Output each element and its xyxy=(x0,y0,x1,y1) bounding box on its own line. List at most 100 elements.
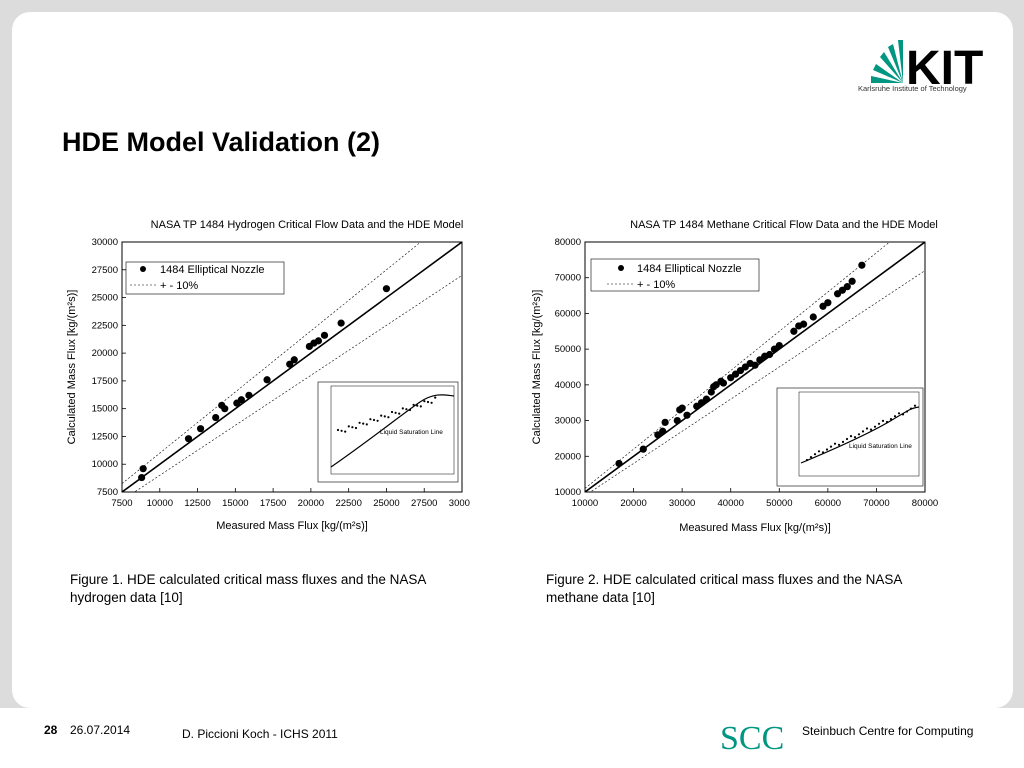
footer-org-name: Steinbuch Centre for Computing xyxy=(802,724,974,738)
inset-point xyxy=(877,422,881,425)
chart-title: NASA TP 1484 Methane Critical Flow Data … xyxy=(630,219,938,231)
inset-point xyxy=(430,401,433,404)
x-tick-label: 27500 xyxy=(411,498,437,509)
inset-point xyxy=(351,426,354,429)
inset-point xyxy=(344,430,347,433)
y-tick-label: 27500 xyxy=(92,265,118,276)
inset-point xyxy=(340,429,343,432)
inset-point xyxy=(845,437,849,441)
legend: 1484 Elliptical Nozzle + - 10% xyxy=(590,258,760,292)
plot-frame xyxy=(121,241,463,493)
data-point xyxy=(290,356,298,364)
data-point xyxy=(678,404,686,412)
footer xyxy=(0,708,1024,768)
legend-box xyxy=(590,258,760,292)
data-point xyxy=(139,465,147,473)
data-point xyxy=(775,341,783,350)
inset-point xyxy=(873,425,877,428)
data-point xyxy=(848,277,856,285)
inset-axes xyxy=(330,385,455,475)
inset-point xyxy=(365,423,368,426)
y-tick-label: 40000 xyxy=(555,380,581,391)
inset-point xyxy=(837,443,841,446)
inset-label: Liquid Saturation Line xyxy=(380,429,443,436)
x-tick-label: 70000 xyxy=(863,498,889,509)
y-tick-label: 22500 xyxy=(92,320,118,331)
figure-1-caption: Figure 1. HDE calculated critical mass f… xyxy=(70,572,426,605)
data-point xyxy=(858,261,866,269)
data-point xyxy=(196,425,205,433)
inset-point xyxy=(861,430,865,433)
inset-frame xyxy=(776,387,924,487)
inset-points xyxy=(336,396,437,433)
legend-entry-1: 1484 Elliptical Nozzle xyxy=(160,264,265,276)
x-axis-label: Measured Mass Flux [kg/(m²s)] xyxy=(679,522,831,534)
inset-point xyxy=(825,448,829,451)
data-point xyxy=(184,435,193,443)
y-axis-label: Calculated Mass Flux [kg/(m²s)] xyxy=(531,290,543,445)
inset-point xyxy=(387,416,390,419)
data-points xyxy=(138,285,391,482)
legend-box xyxy=(125,261,285,295)
data-point xyxy=(790,327,798,335)
data-point xyxy=(615,459,623,468)
inset-point xyxy=(829,445,833,448)
inset-point xyxy=(347,425,350,428)
y-tick-label: 60000 xyxy=(555,308,581,319)
figure-2-caption: Figure 2. HDE calculated critical mass f… xyxy=(546,572,902,605)
inset-point xyxy=(416,404,419,407)
inset-point xyxy=(358,421,361,424)
y-tick-label: 20000 xyxy=(92,348,118,359)
data-point xyxy=(221,405,229,413)
x-tick-label: 22500 xyxy=(335,498,361,509)
x-tick-label: 10000 xyxy=(572,498,598,509)
inset-point xyxy=(336,428,340,432)
inset-point xyxy=(805,458,809,462)
x-axis-label: Measured Mass Flux [kg/(m²s)] xyxy=(216,520,368,532)
inset-point xyxy=(369,418,372,421)
data-point xyxy=(661,418,669,426)
inset-point xyxy=(881,419,885,422)
legend-entry-2: + - 10% xyxy=(637,279,675,291)
plus-10-line xyxy=(122,242,422,484)
inset-point xyxy=(419,405,422,408)
inset-point xyxy=(376,419,379,422)
data-point xyxy=(237,396,245,404)
data-point xyxy=(702,395,711,403)
x-tick-label: 20000 xyxy=(298,498,324,509)
plus-10-line xyxy=(585,242,891,489)
legend-marker-dot xyxy=(140,266,146,272)
inset-point xyxy=(889,418,893,421)
inset-label: Liquid Saturation Line xyxy=(849,443,912,450)
y-tick-label: 70000 xyxy=(555,273,581,284)
inset-point xyxy=(897,412,901,415)
x-tick-label: 15000 xyxy=(222,498,248,509)
inset-point xyxy=(398,412,401,415)
y-tick-label: 30000 xyxy=(555,416,581,427)
data-point xyxy=(639,445,647,453)
inset-point xyxy=(849,435,853,438)
legend-entry-2: + - 10% xyxy=(160,280,198,292)
inset-point xyxy=(901,413,905,416)
inset-point xyxy=(412,403,415,406)
inset-plot: Liquid Saturation Line xyxy=(776,387,924,487)
legend-entry-1: 1484 Elliptical Nozzle xyxy=(637,263,742,275)
data-point xyxy=(263,376,271,384)
x-tick-label: 40000 xyxy=(718,498,744,509)
inset-saturation-curve xyxy=(330,394,455,468)
y-tick-label: 12500 xyxy=(92,431,118,442)
footer-date: 26.07.2014 xyxy=(70,723,131,737)
data-point xyxy=(659,427,667,435)
x-tick-label: 80000 xyxy=(912,498,938,509)
inset-point xyxy=(354,426,358,430)
tick-labels: 10000 20000 30000 40000 50000 60000 70000 80000… xyxy=(555,237,939,509)
inset-point xyxy=(405,408,408,411)
x-tick-label: 30000 xyxy=(669,498,695,509)
inset-point xyxy=(817,450,821,453)
inset-point xyxy=(885,420,889,424)
x-tick-label: 60000 xyxy=(815,498,841,509)
legend: 1484 Elliptical Nozzle + - 10% xyxy=(125,261,285,295)
slide-title: HDE Model Validation (2) xyxy=(62,127,381,157)
y-tick-label: 7500 xyxy=(97,487,118,498)
inset-axes xyxy=(798,391,920,477)
